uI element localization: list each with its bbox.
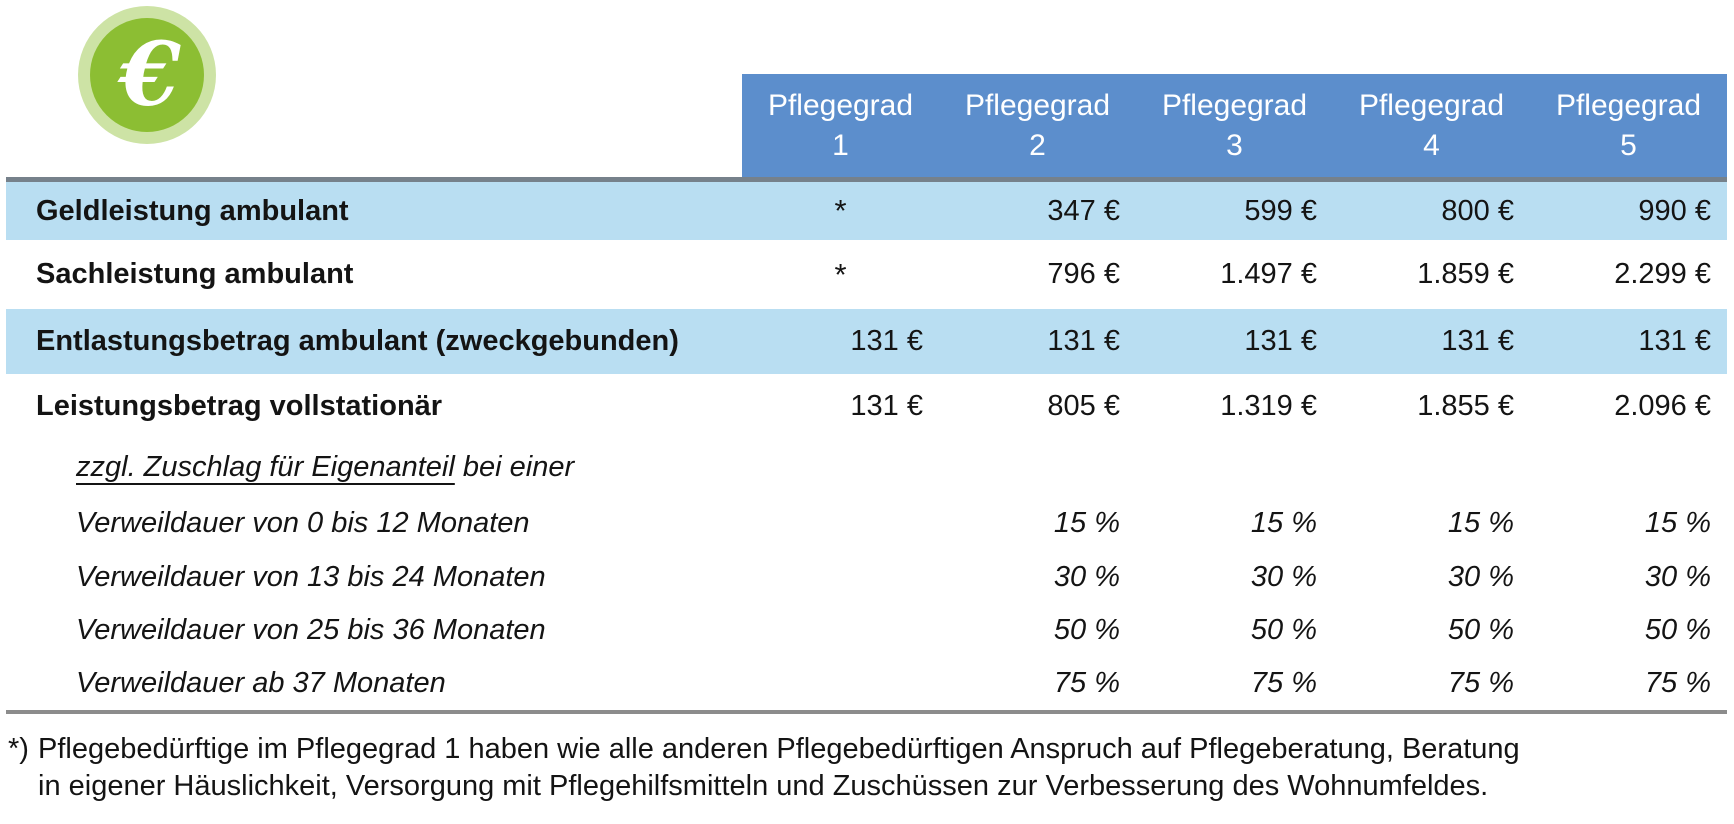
column-header-number: 1 [832,129,849,163]
row-label: Geldleistung ambulant [36,194,349,227]
cell-value: 131 € [1638,325,1711,357]
column-header-word: Pflegegrad [1358,88,1505,122]
cell-value: 1.319 € [1220,390,1317,422]
cell-value: 30 % [1447,560,1514,593]
cell-value: 1.855 € [1417,390,1514,422]
row-label: Leistungsbetrag vollstationär [36,390,443,422]
cell-value: 30 % [1644,560,1711,593]
cell-value: 796 € [1047,258,1120,290]
footnote-marker: *) [8,733,29,765]
cell-value: 15 % [1250,506,1317,539]
table-row-sachleistung: Sachleistung ambulant * 796 € 1.497 € 1.… [6,240,1727,309]
table-row-verweildauer-13-24: Verweildauer von 13 bis 24 Monaten 30 % … [6,550,1727,604]
cell-value: * [834,256,847,292]
column-header-number: 4 [1423,129,1440,163]
table-row-leistungsbetrag: Leistungsbetrag vollstationär 131 € 805 … [6,374,1727,439]
column-header-pflegegrad-3: Pflegegrad 3 [1136,74,1333,178]
cell-value: 599 € [1244,194,1317,227]
cell-value: 131 € [1047,325,1120,357]
cell-value: 805 € [1047,390,1120,422]
cell-value: 75 % [1644,666,1711,699]
column-header-pflegegrad-2: Pflegegrad 2 [939,74,1136,178]
row-label: Verweildauer ab 37 Monaten [76,666,446,699]
column-header-pflegegrad-4: Pflegegrad 4 [1333,74,1530,178]
row-label: Sachleistung ambulant [36,258,354,290]
cell-value: 75 % [1053,666,1120,699]
cell-value: 131 € [1244,325,1317,357]
column-header-pflegegrad-5: Pflegegrad 5 [1530,74,1727,178]
row-label: zzgl. Zuschlag für Eigenanteil bei einer [6,451,742,484]
table-row-zuschlag-eigenanteil: zzgl. Zuschlag für Eigenanteil bei einer [6,439,1727,496]
row-label: Verweildauer von 0 bis 12 Monaten [76,506,530,539]
column-header-pflegegrad-1: Pflegegrad 1 [742,74,939,178]
cell-value: 131 € [850,390,923,422]
column-header-number: 5 [1620,129,1637,163]
row-label: Verweildauer von 25 bis 36 Monaten [76,614,546,646]
footnote: *) Pflegebedürftige im Pflegegrad 1 habe… [8,731,1538,805]
cell-value: 75 % [1250,666,1317,699]
footnote-text: Pflegebedürftige im Pflegegrad 1 haben w… [38,733,1520,802]
cell-value: 50 % [1644,614,1711,646]
cell-value: 990 € [1638,194,1711,227]
cell-value: * [834,193,847,228]
euro-icon: € [76,4,218,146]
cell-value: 15 % [1053,506,1120,539]
cell-value: 75 % [1447,666,1514,699]
column-header-word: Pflegegrad [1555,88,1702,122]
table-row-entlastungsbetrag: Entlastungsbetrag ambulant (zweckgebunde… [6,309,1727,374]
euro-glyph: € [116,22,181,126]
cell-value: 15 % [1644,506,1711,539]
table-header-row: Pflegegrad 1 Pflegegrad 2 Pflegegrad 3 P… [742,74,1727,178]
row-label: Verweildauer von 13 bis 24 Monaten [76,560,546,593]
row-label-rest: bei einer [454,451,575,483]
header-divider-line [6,177,1727,182]
cell-value: 50 % [1250,614,1317,646]
cell-value: 15 % [1447,506,1514,539]
table-row-verweildauer-ab-37: Verweildauer ab 37 Monaten 75 % 75 % 75 … [6,657,1727,709]
cell-value: 30 % [1250,560,1317,593]
column-header-word: Pflegegrad [767,88,914,122]
column-header-word: Pflegegrad [1161,88,1308,122]
row-label-underlined: zzgl. Zuschlag für Eigenanteil [76,451,455,483]
cell-value: 131 € [850,325,923,357]
cell-value: 1.859 € [1417,258,1514,290]
column-header-word: Pflegegrad [964,88,1111,122]
cell-value: 50 % [1053,614,1120,646]
cell-value: 2.096 € [1614,390,1711,422]
cell-value: 50 % [1447,614,1514,646]
table-row-verweildauer-0-12: Verweildauer von 0 bis 12 Monaten 15 % 1… [6,496,1727,550]
cell-value: 131 € [1441,325,1514,357]
cell-value: 800 € [1441,194,1514,227]
cell-value: 30 % [1053,560,1120,593]
column-header-number: 3 [1226,129,1243,163]
cell-value: 2.299 € [1614,258,1711,290]
table-row-geldleistung: Geldleistung ambulant * 347 € 599 € 800 … [6,182,1727,240]
cell-value: 347 € [1047,194,1120,227]
footer-divider-line [6,710,1727,714]
table-row-verweildauer-25-36: Verweildauer von 25 bis 36 Monaten 50 % … [6,604,1727,657]
column-header-number: 2 [1029,129,1046,163]
row-label: Entlastungsbetrag ambulant (zweckgebunde… [36,325,679,357]
table-body: Geldleistung ambulant * 347 € 599 € 800 … [6,182,1727,709]
cell-value: 1.497 € [1220,258,1317,290]
